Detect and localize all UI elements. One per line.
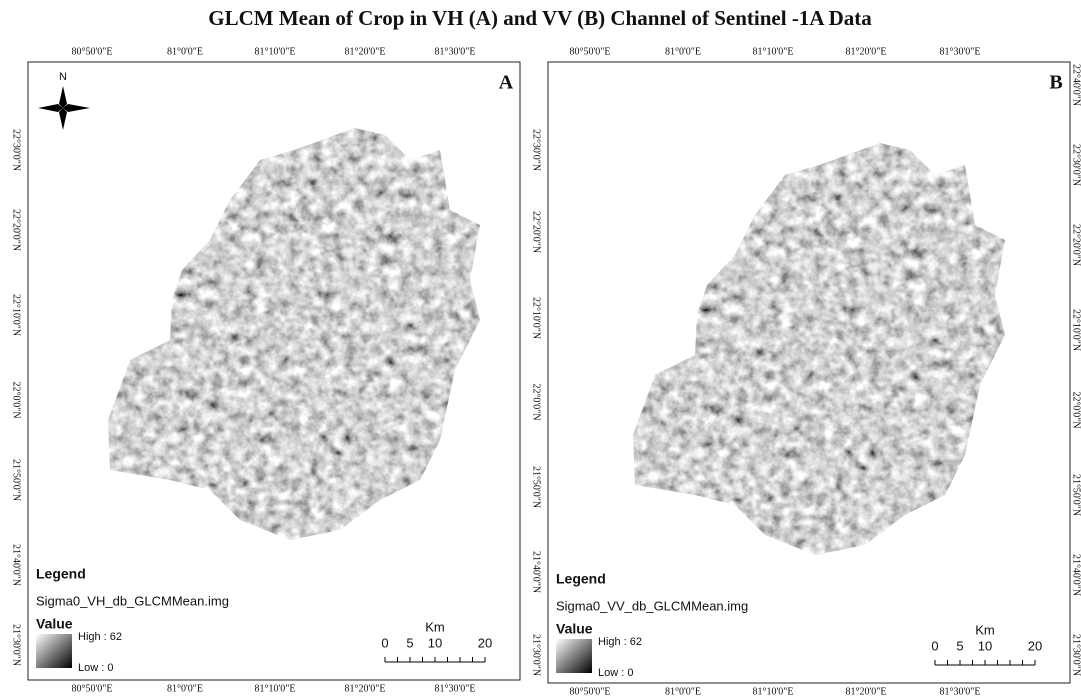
lat-label: 22°0'0"N <box>11 381 22 418</box>
legend-low: Low : 0 <box>598 667 633 679</box>
scale-label: 20 <box>1028 638 1042 653</box>
lat-label: 22°0'0"N <box>531 383 542 420</box>
lon-label: 81°30'0"E <box>940 686 981 697</box>
north-arrow <box>38 86 90 130</box>
legend-layer: Sigma0_VH_db_GLCMMean.img <box>36 593 229 608</box>
lat-label: 22°20'0"N <box>1071 224 1081 266</box>
lat-label: 22°40'0"N <box>1071 64 1081 106</box>
scale-unit: Km <box>425 619 445 634</box>
panel-label: B <box>1049 72 1062 94</box>
scale-label: 10 <box>428 635 442 650</box>
lon-label: 81°0'0"E <box>167 46 203 57</box>
scale-label: 5 <box>956 638 963 653</box>
lon-label: 81°0'0"E <box>167 683 203 694</box>
figure-title: GLCM Mean of Crop in VH (A) and VV (B) C… <box>208 6 872 30</box>
lat-label: 22°10'0"N <box>11 294 22 336</box>
lat-label: 21°40'0"N <box>1071 554 1081 596</box>
lon-label: 81°0'0"E <box>665 686 701 697</box>
legend-ramp <box>556 639 592 673</box>
lat-label: 21°30'0"N <box>11 624 22 666</box>
lat-label: 21°30'0"N <box>1071 634 1081 676</box>
lon-label: 81°20'0"E <box>345 46 386 57</box>
lon-label: 81°30'0"E <box>435 683 476 694</box>
lat-label: 21°40'0"N <box>531 551 542 593</box>
lat-label: 22°10'0"N <box>531 297 542 339</box>
legend-heading: Legend <box>36 566 86 582</box>
panel-label: A <box>499 72 514 94</box>
scale-label: 20 <box>478 635 492 650</box>
legend-ramp <box>36 634 72 668</box>
legend-value: Value <box>556 621 593 637</box>
scale-label: 0 <box>381 635 388 650</box>
lon-label: 81°20'0"E <box>846 686 887 697</box>
scale-unit: Km <box>975 622 995 637</box>
lat-label: 22°20'0"N <box>11 209 22 251</box>
lon-label: 80°50'0"E <box>570 686 611 697</box>
lon-label: 80°50'0"E <box>570 46 611 57</box>
lat-label: 21°50'0"N <box>1071 474 1081 516</box>
lat-label: 22°10'0"N <box>1071 309 1081 351</box>
lon-label: 81°10'0"E <box>255 46 296 57</box>
study-area <box>633 143 1005 555</box>
study-area <box>108 128 480 540</box>
lon-label: 81°10'0"E <box>753 686 794 697</box>
lat-label: 22°30'0"N <box>531 129 542 171</box>
lon-label: 81°20'0"E <box>846 46 887 57</box>
lat-label: 22°20'0"N <box>531 211 542 253</box>
legend-high: High : 62 <box>78 631 122 643</box>
lon-label: 81°10'0"E <box>255 683 296 694</box>
legend-layer: Sigma0_VV_db_GLCMMean.img <box>556 598 748 613</box>
lon-label: 81°30'0"E <box>940 46 981 57</box>
legend-low: Low : 0 <box>78 662 113 674</box>
north-label: N <box>59 71 67 83</box>
lat-label: 21°50'0"N <box>11 459 22 501</box>
lat-label: 22°30'0"N <box>11 129 22 171</box>
figure: GLCM Mean of Crop in VH (A) and VV (B) C… <box>0 0 1081 698</box>
lat-label: 21°40'0"N <box>11 544 22 586</box>
lon-label: 80°50'0"E <box>72 46 113 57</box>
lon-label: 81°30'0"E <box>435 46 476 57</box>
legend-high: High : 62 <box>598 636 642 648</box>
legend-value: Value <box>36 616 73 632</box>
legend-heading: Legend <box>556 571 606 587</box>
lon-label: 81°20'0"E <box>345 683 386 694</box>
lon-label: 81°0'0"E <box>665 46 701 57</box>
lon-label: 81°10'0"E <box>753 46 794 57</box>
lat-label: 22°0'0"N <box>1071 391 1081 428</box>
scale-label: 10 <box>978 638 992 653</box>
lat-label: 22°30'0"N <box>1071 144 1081 186</box>
lat-label: 21°50'0"N <box>531 466 542 508</box>
scale-label: 0 <box>931 638 938 653</box>
lat-label: 21°30'0"N <box>531 634 542 676</box>
scale-label: 5 <box>406 635 413 650</box>
lon-label: 80°50'0"E <box>72 683 113 694</box>
